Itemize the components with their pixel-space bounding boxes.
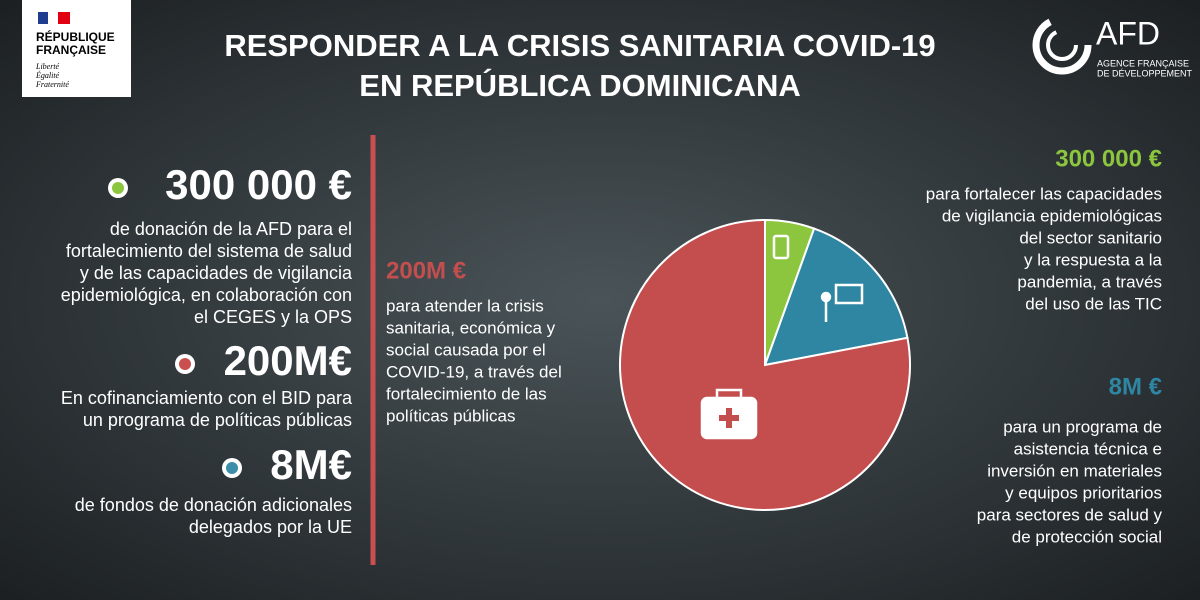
bullet-dot xyxy=(179,358,191,370)
description: el CEGES y la OPS xyxy=(194,307,352,327)
medkit-handle xyxy=(715,388,743,398)
afd-ring xyxy=(1032,15,1092,75)
afd-logo: AFD xyxy=(1096,15,1160,51)
title: RESPONDER A LA CRISIS SANITARIA COVID-19 xyxy=(224,28,935,63)
description: de donación de la AFD para el xyxy=(110,219,352,239)
bullet-dot xyxy=(112,182,124,194)
slice-description: COVID-19, a través del xyxy=(386,362,562,381)
slice-description: social causada por el xyxy=(386,340,546,359)
slice-description: políticas públicas xyxy=(386,406,515,425)
rf-motto: Égalité xyxy=(35,70,60,80)
rf-motto: Liberté xyxy=(35,62,60,71)
slice-description: y la respuesta a la xyxy=(1024,250,1163,269)
slice-description: para sectores de salud y xyxy=(977,505,1163,524)
afd-subtitle: AGENCE FRANÇAISE xyxy=(1097,58,1189,68)
afd-ring-inner xyxy=(1046,29,1078,61)
pie-slice xyxy=(619,218,911,511)
slice-description: de protección social xyxy=(1012,527,1162,546)
rf-motto: Fraternité xyxy=(35,80,69,89)
slice-amount: 300 000 € xyxy=(1055,145,1162,172)
phone-icon xyxy=(772,234,790,260)
description: y de las capacidades de vigilancia xyxy=(80,263,353,283)
flag-red xyxy=(58,12,70,24)
board-icon xyxy=(834,283,864,305)
rf-logo-text: FRANÇAISE xyxy=(36,43,106,57)
slice-description: y equipos prioritarios xyxy=(1005,483,1162,502)
afd-subtitle: DE DÉVELOPPEMENT xyxy=(1097,68,1193,78)
description: delegados por la UE xyxy=(189,517,352,537)
rf-logo-text: RÉPUBLIQUE xyxy=(36,29,115,44)
bullet-dot xyxy=(226,462,238,474)
medkit-cross xyxy=(719,408,739,428)
person-icon xyxy=(820,291,832,303)
slice-description: para atender la crisis xyxy=(386,296,544,315)
description: un programa de políticas públicas xyxy=(83,410,352,430)
amount: 300 000 € xyxy=(165,161,352,208)
slice-amount: 8M € xyxy=(1109,373,1162,400)
slice-description: para un programa de xyxy=(1003,417,1162,436)
slice-description: fortalecimiento de las xyxy=(386,384,547,403)
afd-mark xyxy=(1032,15,1092,75)
description: de fondos de donación adicionales xyxy=(75,495,352,515)
slice-description: sanitaria, económica y xyxy=(386,318,556,337)
slice-amount: 200M € xyxy=(386,257,466,284)
description: En cofinanciamiento con el BID para xyxy=(61,388,353,408)
amount: 8M€ xyxy=(270,441,352,488)
slice-description: para fortalecer las capacidades xyxy=(926,184,1162,203)
description: epidemiológica, en colaboración con xyxy=(61,285,352,305)
slice-description: asistencia técnica e xyxy=(1014,439,1162,458)
flag-blue xyxy=(38,12,48,24)
description: fortalecimiento del sistema de salud xyxy=(66,241,352,261)
icons xyxy=(700,234,864,440)
slice-description: de vigilancia epidemiológicas xyxy=(942,206,1162,225)
slice-description: inversión en materiales xyxy=(987,461,1162,480)
amount: 200M€ xyxy=(224,337,352,384)
slice-description: del uso de las TIC xyxy=(1025,294,1162,313)
slice-description: pandemia, a través xyxy=(1017,272,1162,291)
slice-description: del sector sanitario xyxy=(1019,228,1162,247)
title: EN REPÚBLICA DOMINICANA xyxy=(359,67,800,103)
